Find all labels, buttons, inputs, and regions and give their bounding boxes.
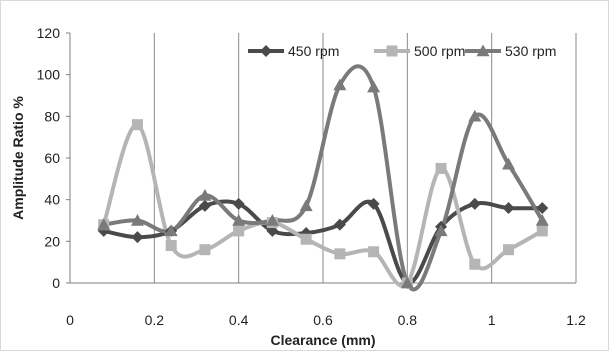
y-tick-label: 20: [44, 233, 60, 249]
y-tick-label: 100: [37, 67, 61, 83]
x-tick-label: 0.8: [398, 312, 418, 328]
x-tick-label: 0.2: [145, 312, 165, 328]
series-530-rpm-data-point: [299, 199, 313, 212]
series-530-rpm-data-point: [468, 109, 482, 122]
y-tick-label: 60: [44, 150, 60, 166]
y-tick-label: 80: [44, 108, 60, 124]
legend-500-rpm: 500 rpm: [374, 43, 465, 59]
series-530-rpm-data-point: [164, 224, 178, 237]
series-500-rpm-data-point: [536, 225, 548, 237]
series-530-rpm-data-point: [367, 80, 381, 93]
x-tick-label: 0: [66, 312, 74, 328]
legend-530-rpm: 530 rpm: [465, 43, 556, 59]
legend-450-rpm-label: 450 rpm: [288, 43, 339, 59]
y-axis-title: Amplitude Ratio %: [10, 96, 26, 220]
series-500-rpm-data-point: [469, 258, 481, 270]
y-tick-label: 40: [44, 192, 60, 208]
series-450-rpm-data-point: [232, 197, 245, 210]
legend-500-rpm-swatch-data-point: [386, 45, 398, 57]
series-530-rpm-line: [101, 64, 545, 292]
series-500-rpm-data-point: [199, 244, 211, 256]
series-500-rpm-data-point: [503, 244, 515, 256]
series-450-rpm-data-point: [131, 231, 144, 244]
legend-530-rpm-label: 530 rpm: [505, 43, 556, 59]
legend: 450 rpm 500 rpm 530 rpm: [248, 43, 556, 59]
series-530-rpm-data-point: [198, 189, 212, 201]
series-500-rpm-data-point: [233, 225, 245, 237]
series-500-rpm-data-point: [334, 248, 346, 260]
y-tick-label: 120: [37, 25, 61, 41]
x-axis-title: Clearance (mm): [270, 332, 375, 348]
legend-500-rpm-label: 500 rpm: [414, 43, 465, 59]
series-530-rpm-data-point: [265, 214, 279, 226]
series-450-rpm-data-point: [502, 202, 515, 214]
x-tick-label: 1: [488, 312, 496, 328]
series-450-rpm-data-point: [536, 202, 549, 214]
legend-530-rpm-swatch-data-point: [476, 44, 490, 57]
series-500-rpm-data-point: [300, 233, 312, 245]
series-500-rpm-data-point: [131, 119, 143, 131]
legend-450-rpm-swatch-data-point: [260, 45, 272, 57]
series-markers: [97, 78, 549, 289]
series-530-rpm-data-point: [97, 218, 111, 230]
series-530-rpm-data-point: [333, 78, 347, 91]
x-tick-labels: 0 0.2 0.4 0.6 0.8 1 1.2: [66, 312, 586, 328]
y-tick-labels: 0 20 40 60 80 100 120: [37, 25, 70, 291]
series-530-rpm-data-point: [130, 214, 144, 226]
series-450-rpm-data-point: [198, 199, 211, 212]
series-530-rpm-data-point: [502, 157, 516, 170]
x-tick-label: 0.6: [313, 312, 333, 328]
series-530-rpm-data-point: [400, 276, 414, 289]
series-450-rpm-data-point: [468, 197, 481, 210]
gridlines: [153, 33, 577, 283]
series-450-rpm-data-point: [333, 218, 346, 231]
series-450-rpm-data-point: [367, 197, 380, 210]
x-tick-label: 0.4: [229, 312, 249, 328]
y-tick-label: 0: [52, 275, 60, 291]
series-500-rpm-data-point: [165, 240, 177, 251]
series-500-rpm-data-point: [368, 246, 380, 258]
series-500-rpm-data-point: [435, 162, 447, 174]
x-tick-label: 1.2: [566, 312, 586, 328]
series-530-rpm-data-point: [434, 224, 448, 237]
series-530-rpm-data-point: [535, 214, 549, 226]
series-530-rpm-data-point: [232, 214, 246, 226]
legend-450-rpm: 450 rpm: [248, 43, 339, 59]
